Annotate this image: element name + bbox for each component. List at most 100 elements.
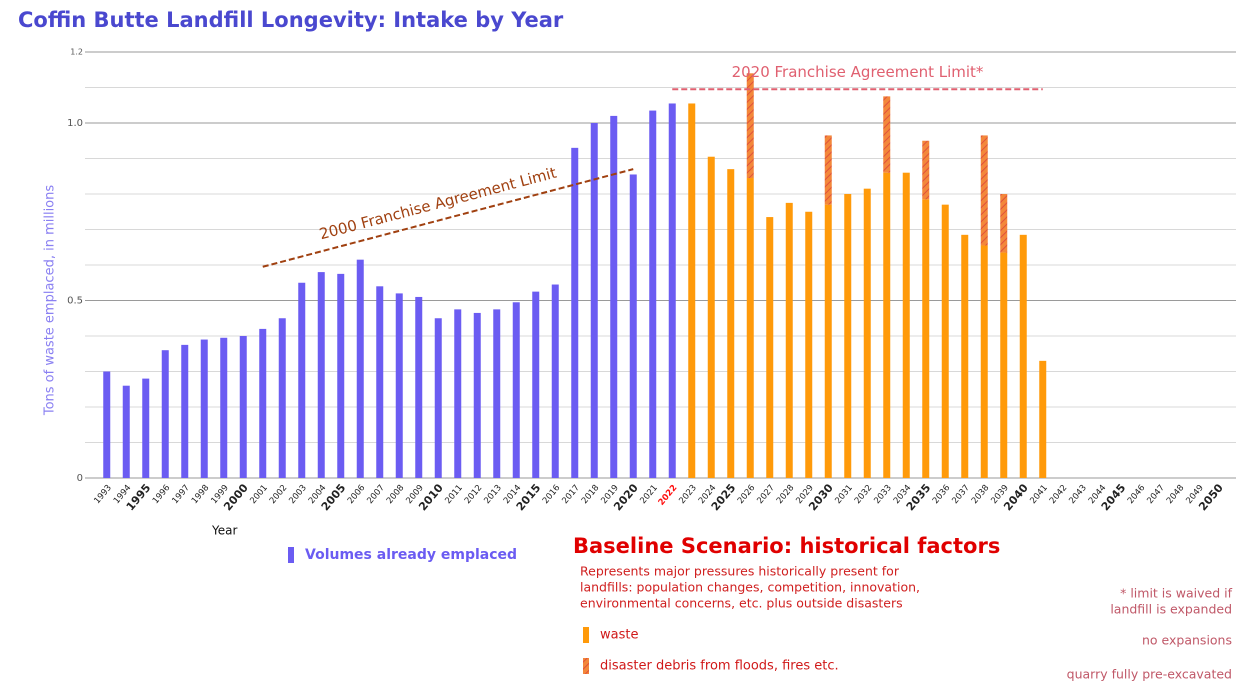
legend-label: disaster debris from floods, fires etc. xyxy=(600,659,839,674)
x-tick-label: 1997 xyxy=(170,483,192,506)
note: no expansions xyxy=(1142,633,1232,648)
chart-title: Coffin Butte Landfill Longevity: Intake … xyxy=(18,8,564,32)
x-tick-label: 2033 xyxy=(872,483,894,506)
bar xyxy=(551,284,559,478)
bar xyxy=(610,115,618,479)
reference-label: 2000 Franchise Agreement Limit xyxy=(317,164,558,244)
x-tick-label: 2027 xyxy=(755,483,777,506)
bar xyxy=(259,328,267,478)
x-tick-label: 2006 xyxy=(346,483,368,506)
bar xyxy=(161,350,169,478)
bar xyxy=(824,135,832,205)
bar xyxy=(571,147,579,478)
bar xyxy=(922,199,930,478)
bar xyxy=(376,286,384,478)
scenario-description: environmental concerns, etc. plus outsid… xyxy=(580,596,903,611)
bar xyxy=(746,178,754,478)
bar xyxy=(454,309,462,478)
x-tick-label: 2022 xyxy=(657,483,680,508)
bar xyxy=(707,156,715,478)
x-tick-label: 2036 xyxy=(931,483,953,506)
x-tick-label: 2007 xyxy=(365,483,387,506)
bar xyxy=(337,273,345,478)
y-axis-label: Tons of waste emplaced, in millions xyxy=(43,185,58,417)
bar xyxy=(961,234,969,478)
x-tick-label: 2031 xyxy=(833,483,855,506)
bar xyxy=(824,204,832,478)
bar xyxy=(395,293,403,478)
x-tick-label: 2046 xyxy=(1126,483,1148,506)
bar xyxy=(922,140,930,200)
x-tick-label: 2032 xyxy=(853,483,875,506)
x-tick-label: 2001 xyxy=(248,483,270,506)
bar xyxy=(298,282,306,478)
x-tick-label: 2002 xyxy=(268,483,290,506)
bar xyxy=(181,344,189,478)
bar xyxy=(103,371,111,478)
bar xyxy=(512,302,520,478)
bar xyxy=(863,188,871,479)
legend-label: waste xyxy=(600,628,638,643)
bar xyxy=(434,318,442,478)
bar xyxy=(746,73,754,179)
scenario-description: Represents major pressures historically … xyxy=(580,564,900,579)
bar xyxy=(532,291,540,478)
bar xyxy=(473,312,481,478)
x-tick-label: 1993 xyxy=(92,483,114,506)
y-tick-label: 1.2 xyxy=(70,48,83,57)
legend-swatch xyxy=(583,627,589,643)
x-tick-label: 2018 xyxy=(580,483,602,506)
bar xyxy=(727,169,735,478)
reference-label: 2020 Franchise Agreement Limit* xyxy=(732,63,984,81)
x-axis-label: Year xyxy=(211,524,237,538)
legend-swatch xyxy=(288,547,294,563)
note: landfill is expanded xyxy=(1110,602,1232,617)
reference-line xyxy=(262,168,634,268)
bar xyxy=(239,336,247,478)
x-tick-label: 2048 xyxy=(1165,483,1187,506)
x-tick-label: 2003 xyxy=(287,483,309,506)
x-tick-label: 2042 xyxy=(1048,483,1070,506)
x-tick-label: 2013 xyxy=(482,483,504,506)
bar xyxy=(220,337,228,478)
bar xyxy=(785,202,793,478)
note: * limit is waived if xyxy=(1120,586,1232,601)
bar xyxy=(278,318,286,478)
note: quarry fully pre-excavated xyxy=(1067,667,1232,682)
x-tick-label: 2023 xyxy=(677,483,699,506)
bar xyxy=(902,172,910,478)
x-tick-label: 2011 xyxy=(443,483,465,506)
x-tick-label: 1998 xyxy=(190,483,212,506)
bar xyxy=(356,259,364,478)
y-tick-label: 0.5 xyxy=(67,296,83,307)
bar xyxy=(1019,234,1027,478)
x-tick-label: 2016 xyxy=(541,483,563,506)
x-tick-label: 2028 xyxy=(775,483,797,506)
legend-label: Volumes already emplaced xyxy=(305,547,517,563)
bar xyxy=(122,385,130,478)
bar xyxy=(142,378,150,478)
x-tick-label: 2041 xyxy=(1028,483,1050,506)
bar xyxy=(590,123,598,478)
bar xyxy=(980,135,988,246)
x-tick-label: 2021 xyxy=(638,483,660,506)
bar xyxy=(883,172,891,478)
x-tick-label: 1996 xyxy=(151,483,173,506)
scenario-description: landfills: population changes, competiti… xyxy=(580,580,920,595)
x-tick-label: 2043 xyxy=(1067,483,1089,506)
x-tick-label: 2038 xyxy=(970,483,992,506)
bar xyxy=(317,272,325,478)
bar xyxy=(649,110,657,478)
bar xyxy=(805,211,813,478)
bar xyxy=(415,296,423,478)
bar xyxy=(883,96,891,173)
bar xyxy=(941,204,949,478)
y-tick-label: 0 xyxy=(77,473,83,484)
bar xyxy=(629,174,637,478)
bar xyxy=(980,245,988,478)
bar xyxy=(1000,252,1008,478)
bar xyxy=(200,339,208,478)
x-tick-label: 2026 xyxy=(736,483,758,506)
x-tick-label: 2037 xyxy=(950,483,972,506)
